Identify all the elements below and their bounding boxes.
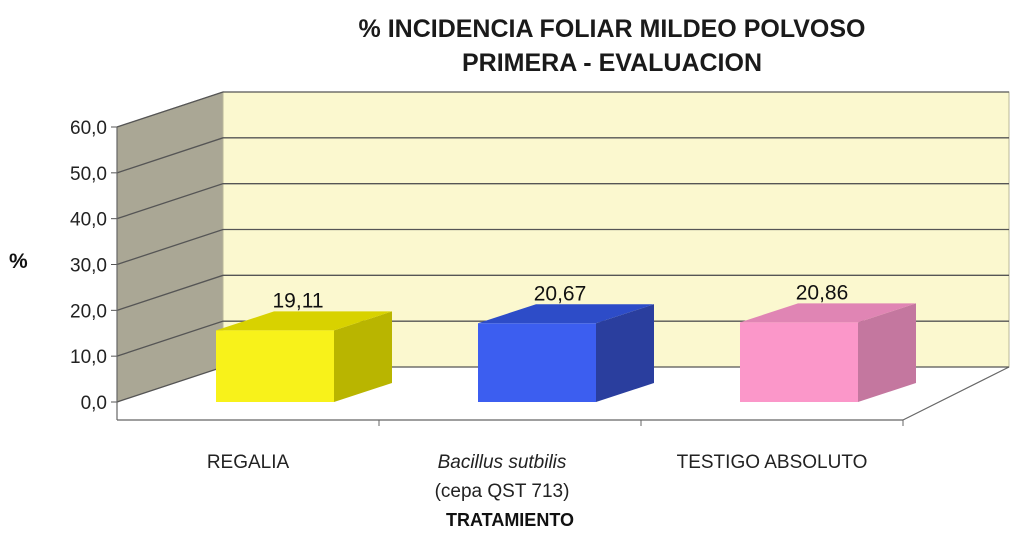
- chart-title-line-1: % INCIDENCIA FOLIAR MILDEO POLVOSO: [359, 15, 866, 43]
- grid-line: [116, 183, 1009, 220]
- x-category-label: Bacillus sutbilis: [438, 452, 567, 473]
- value-labels: 19,11 20,67 20,86: [273, 281, 849, 312]
- y-axis-ticks: 0,0 10,0 20,0 30,0 40,0 50,0 60,0: [70, 118, 118, 420]
- bar-front: [216, 330, 334, 402]
- bar: [740, 303, 916, 402]
- y-tick-label: 20,0: [70, 301, 107, 322]
- y-tick-label: 10,0: [70, 347, 107, 368]
- grid-line: [116, 137, 1009, 174]
- bar-top: [216, 311, 392, 331]
- bar-side: [596, 304, 654, 402]
- bar-side: [858, 303, 916, 402]
- bar-front: [740, 322, 858, 402]
- bar-front: [478, 323, 596, 402]
- floor-edge-line: [902, 366, 1010, 421]
- y-tick-label: 30,0: [70, 256, 107, 277]
- y-tick-label: 40,0: [70, 210, 107, 231]
- grid-line: [116, 91, 1009, 128]
- bar: [216, 311, 392, 402]
- x-category-label: TESTIGO ABSOLUTO: [677, 452, 868, 473]
- bar-top: [478, 304, 654, 324]
- y-tick-label: 60,0: [70, 118, 107, 139]
- chart-title-line-2: PRIMERA - EVALUACION: [462, 49, 762, 77]
- bar-side: [334, 311, 392, 402]
- bars: [216, 303, 916, 402]
- bar: [478, 304, 654, 402]
- x-axis-label: TRATAMIENTO: [446, 510, 574, 530]
- chart-title: % INCIDENCIA FOLIAR MILDEO POLVOSO PRIME…: [359, 15, 866, 77]
- y-tick-label: 0,0: [81, 393, 107, 414]
- value-label: 20,86: [796, 281, 849, 304]
- x-axis-categories: REGALIA Bacillus sutbilis (cepa QST 713) TE…: [207, 420, 904, 502]
- value-label: 19,11: [273, 289, 324, 312]
- x-category-label: REGALIA: [207, 452, 290, 473]
- grid-line: [116, 228, 1009, 266]
- bar-top: [740, 303, 916, 323]
- x-category-label: (cepa QST 713): [435, 481, 570, 502]
- value-label: 20,67: [534, 282, 587, 305]
- y-axis-label: %: [9, 250, 28, 273]
- grid-line: [116, 274, 1009, 311]
- y-tick-label: 50,0: [70, 164, 107, 185]
